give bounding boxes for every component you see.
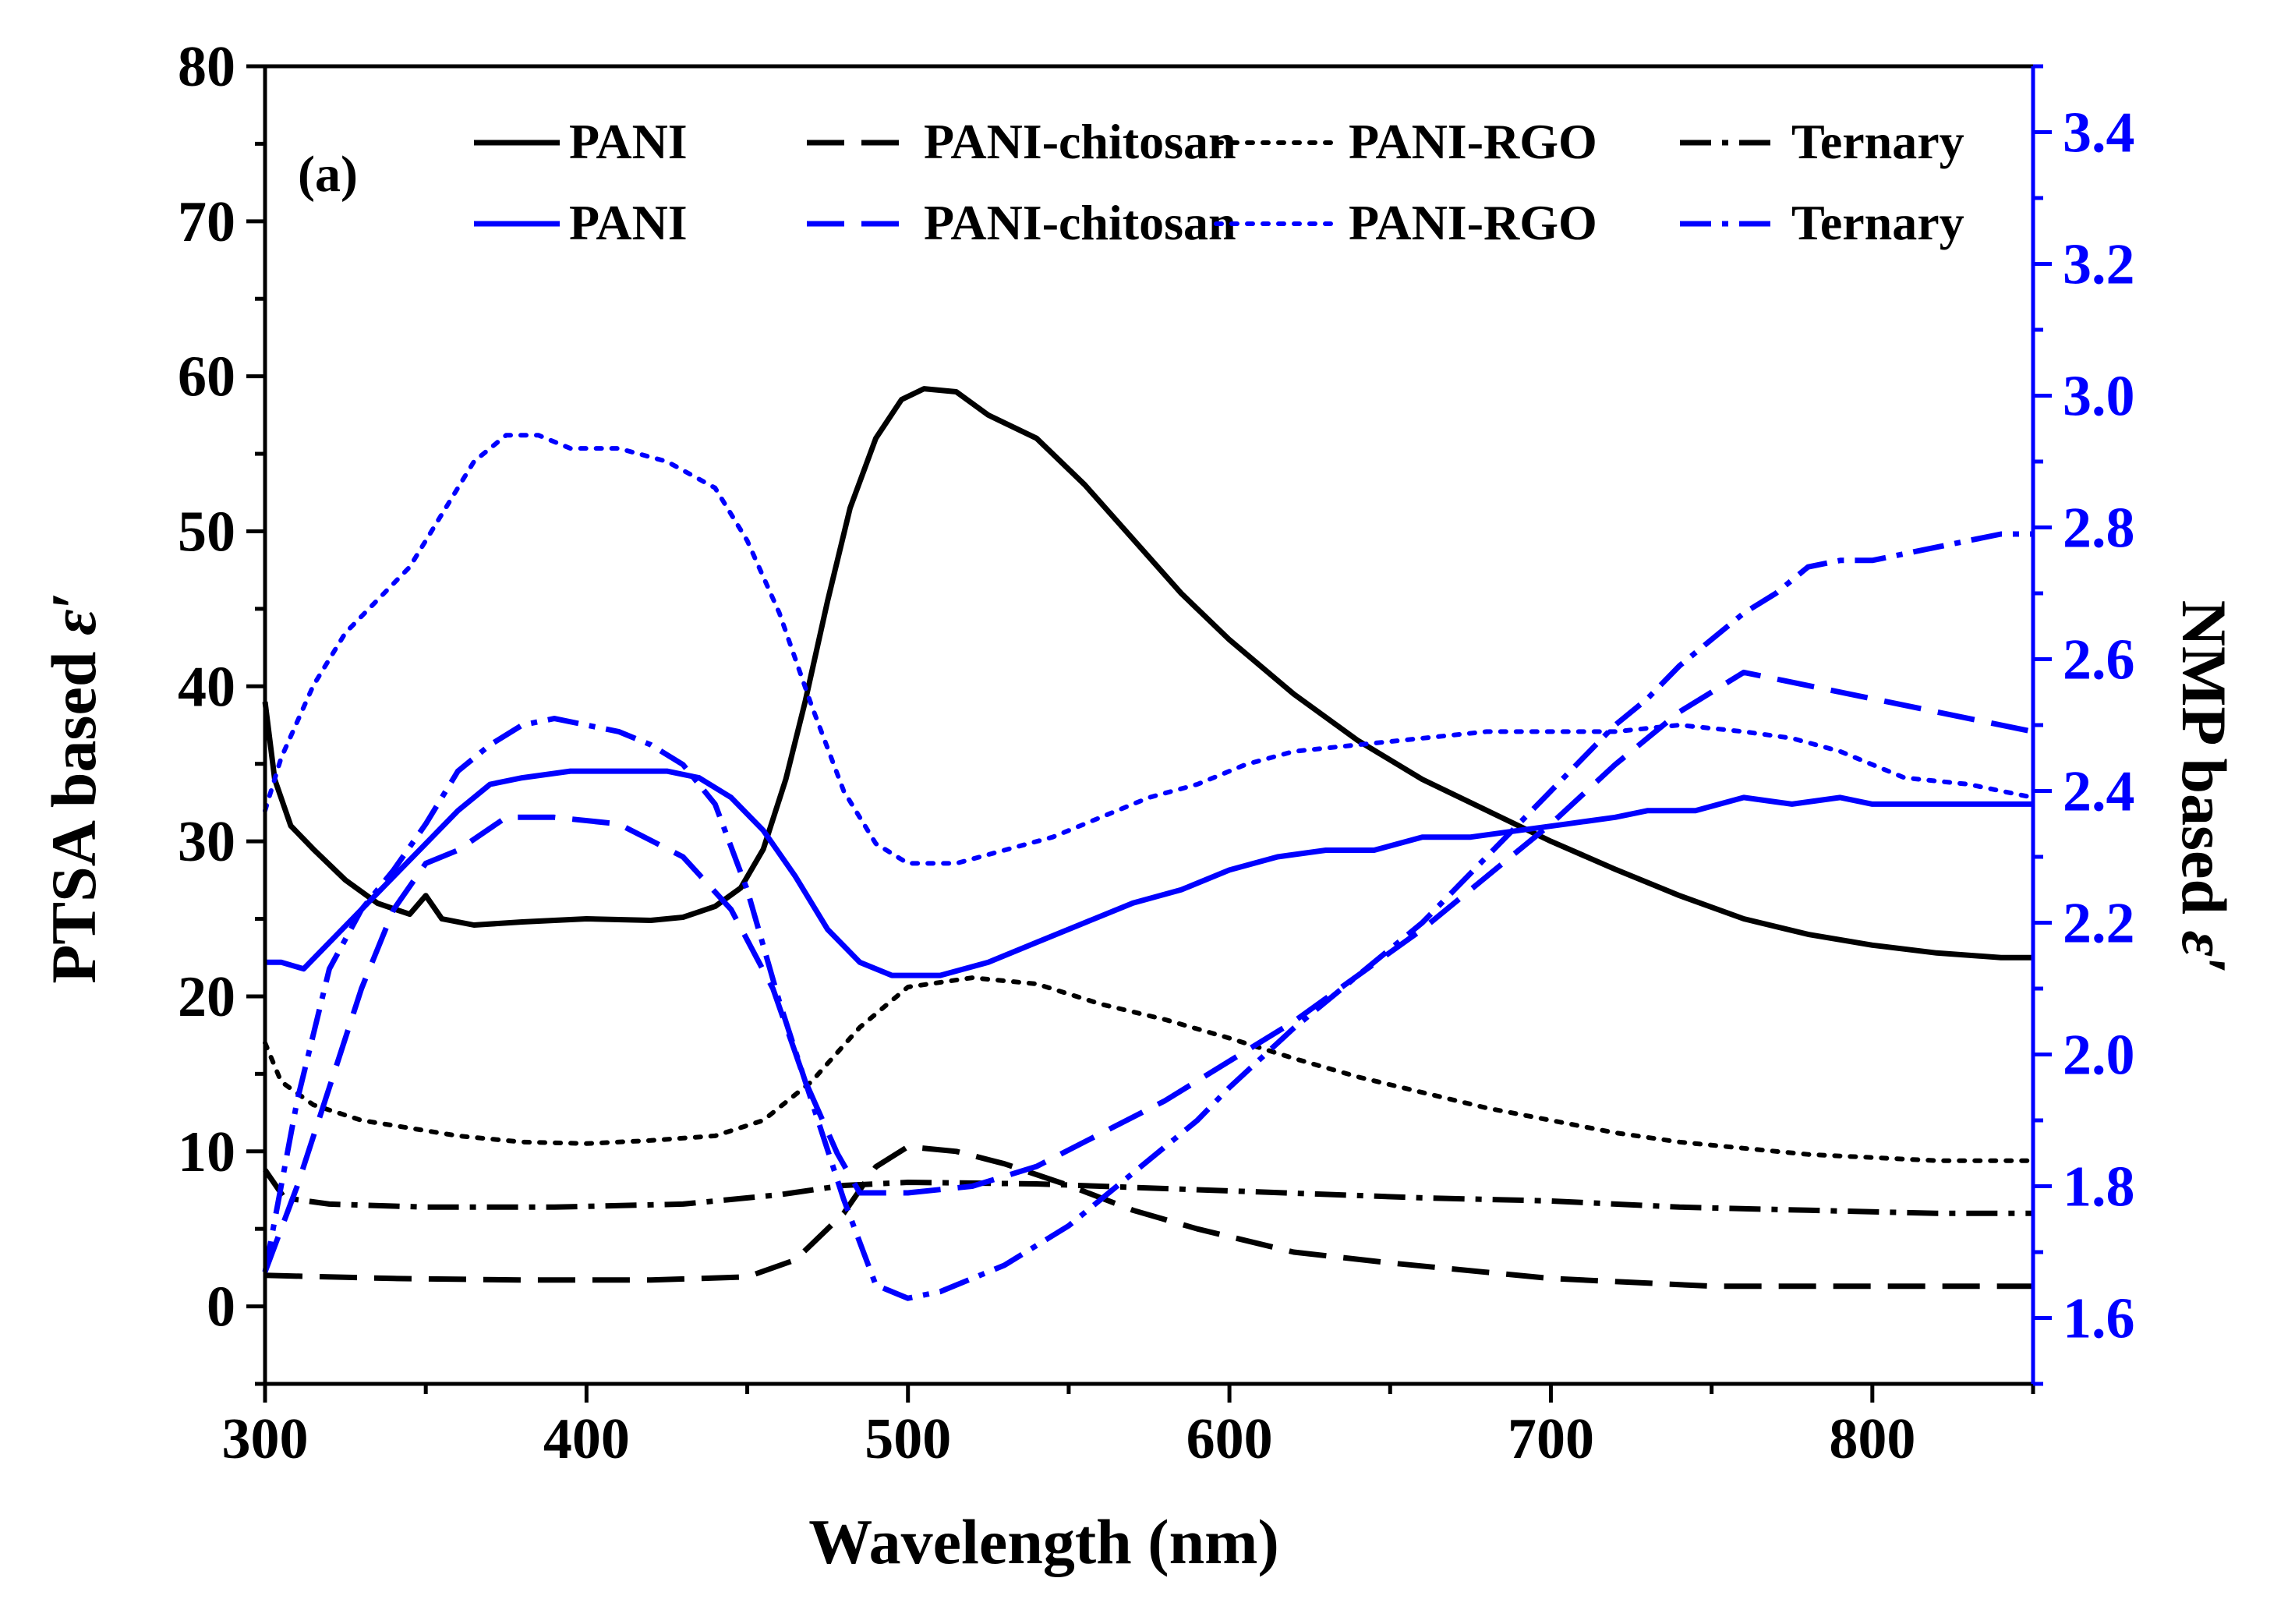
y-left-tick-label: 70 xyxy=(178,190,235,254)
y-axis-left-prime: ′ xyxy=(38,591,109,609)
legend-label-black-pani: PANI xyxy=(569,114,688,169)
legend-label-blue-pani-chitosan: PANI-chitosan xyxy=(924,195,1236,250)
y-right-tick-label: 2.8 xyxy=(2063,497,2135,561)
y-right-tick-label: 1.6 xyxy=(2063,1287,2135,1351)
y-axis-left-title: PTSA based ε′ xyxy=(38,591,109,983)
axes-group: 300 400 500 600 700 800 0 10 20 30 40 50 60 70 80 1.6 1.… xyxy=(178,35,2135,1471)
legend-label-black-ternary: Ternary xyxy=(1791,114,1964,169)
series-line-black-ternary xyxy=(263,1168,2033,1216)
y-axis-right-title-text: NMP based xyxy=(2169,600,2240,931)
plot-series-group xyxy=(262,386,2035,1301)
series-line-black-pani-chitosan xyxy=(264,1144,2033,1290)
y-left-tick-label: 60 xyxy=(178,345,235,409)
y-axis-right-epsilon: ε xyxy=(2169,931,2240,957)
y-left-tick-label: 30 xyxy=(178,810,235,874)
y-axis-left-title-text: PTSA based xyxy=(38,635,109,984)
series-line-black-pani-rgo xyxy=(263,975,2035,1163)
series-line-blue-pani-chitosan xyxy=(262,669,2034,1273)
x-tick-label: 500 xyxy=(865,1407,951,1471)
series-line-blue-pani-rgo xyxy=(263,433,2035,866)
y-right-tick-label: 2.4 xyxy=(2063,760,2135,824)
y-left-tick-label: 40 xyxy=(178,655,235,719)
y-right-tick-label: 3.4 xyxy=(2063,101,2135,165)
legend: PANI PANI-chitosan PANI-RGO Ternary PANI PANI… xyxy=(474,114,1964,250)
panel-label: (a) xyxy=(298,146,358,203)
y-left-tick-label: 50 xyxy=(178,500,235,564)
y-right-tick-label: 3.2 xyxy=(2063,233,2135,297)
x-axis-title: Wavelength (nm) xyxy=(808,1506,1279,1577)
x-tick-label: 300 xyxy=(222,1407,309,1471)
y-left-tick-label: 10 xyxy=(178,1120,235,1184)
legend-label-black-pani-rgo: PANI-RGO xyxy=(1349,114,1597,169)
y-right-tick-label: 2.6 xyxy=(2063,628,2135,692)
y-left-tick-label: 20 xyxy=(178,965,235,1029)
y-left-tick-label: 80 xyxy=(178,35,235,99)
legend-label-blue-ternary: Ternary xyxy=(1791,195,1964,250)
y-left-tick-label: 0 xyxy=(207,1275,235,1339)
x-tick-label: 700 xyxy=(1508,1407,1594,1471)
legend-label-black-pani-chitosan: PANI-chitosan xyxy=(924,114,1236,169)
series-line-black-pani xyxy=(262,386,2033,961)
y-axis-right-title: NMP based ε′ xyxy=(2169,600,2240,975)
y-right-tick-label: 2.0 xyxy=(2063,1024,2135,1088)
x-tick-label: 800 xyxy=(1829,1407,1915,1471)
legend-label-blue-pani-rgo: PANI-RGO xyxy=(1349,195,1597,250)
x-tick-label: 600 xyxy=(1186,1407,1273,1471)
x-tick-label: 400 xyxy=(543,1407,630,1471)
y-right-tick-label: 1.8 xyxy=(2063,1155,2135,1219)
series-line-blue-ternary xyxy=(262,531,2033,1301)
y-axis-right-prime: ′ xyxy=(2169,957,2240,975)
y-right-tick-label: 2.2 xyxy=(2063,892,2135,956)
y-axis-left-epsilon: ε xyxy=(38,609,109,635)
legend-label-blue-pani: PANI xyxy=(569,195,688,250)
series-line-blue-pani xyxy=(265,768,2033,978)
y-right-tick-label: 3.0 xyxy=(2063,365,2135,429)
